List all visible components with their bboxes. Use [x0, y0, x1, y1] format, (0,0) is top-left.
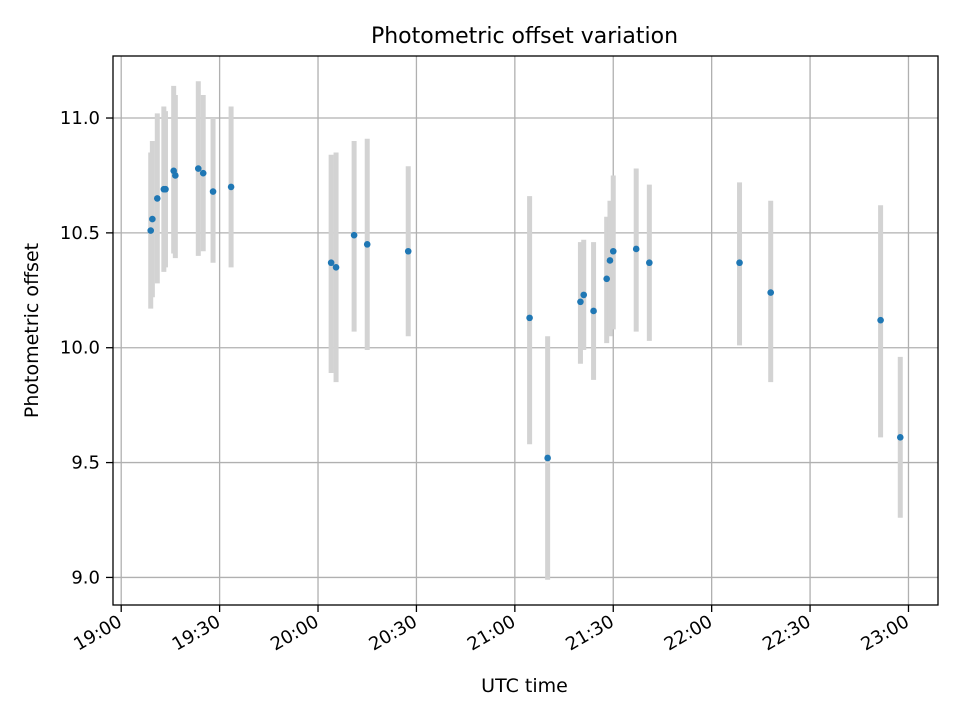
plot-frame: [112, 55, 939, 606]
data-point: [606, 257, 614, 264]
data-point: [646, 259, 653, 267]
data-point: [580, 291, 588, 299]
data-point: [877, 316, 884, 324]
data-point: [526, 314, 533, 322]
data-point: [350, 231, 358, 239]
data-points: [147, 165, 904, 462]
data-point: [147, 227, 155, 234]
chart-title: Photometric offset variation: [371, 24, 678, 49]
data-point: [736, 259, 743, 267]
y-axis-label: Photometric offset: [21, 243, 43, 418]
data-point: [590, 307, 597, 315]
data-point: [577, 298, 584, 306]
data-point: [162, 185, 169, 193]
data-point: [209, 188, 217, 195]
data-point: [172, 172, 179, 179]
data-point: [544, 454, 551, 462]
data-point: [194, 165, 202, 172]
y-tick-label: 9.5: [71, 453, 100, 474]
data-point: [327, 259, 335, 267]
data-point: [149, 215, 156, 223]
data-point: [767, 289, 775, 296]
data-point: [632, 245, 640, 253]
data-point: [153, 195, 161, 202]
y-tick-label: 9.0: [71, 567, 100, 588]
grid-lines: [113, 56, 938, 605]
data-point: [227, 183, 235, 191]
data-point: [896, 434, 904, 441]
data-point: [609, 247, 617, 255]
y-tick-label: 11.0: [60, 108, 100, 129]
y-tick-label: 10.0: [60, 338, 100, 359]
data-point: [404, 247, 412, 255]
data-point: [363, 241, 371, 248]
x-axis-label: UTC time: [481, 675, 568, 697]
data-point: [199, 169, 207, 177]
data-point: [332, 264, 340, 271]
y-axis-ticks: 9.0 9.5 10.0 10.5 11.0: [60, 108, 113, 588]
y-tick-label: 10.5: [60, 223, 100, 244]
data-point: [603, 275, 610, 283]
